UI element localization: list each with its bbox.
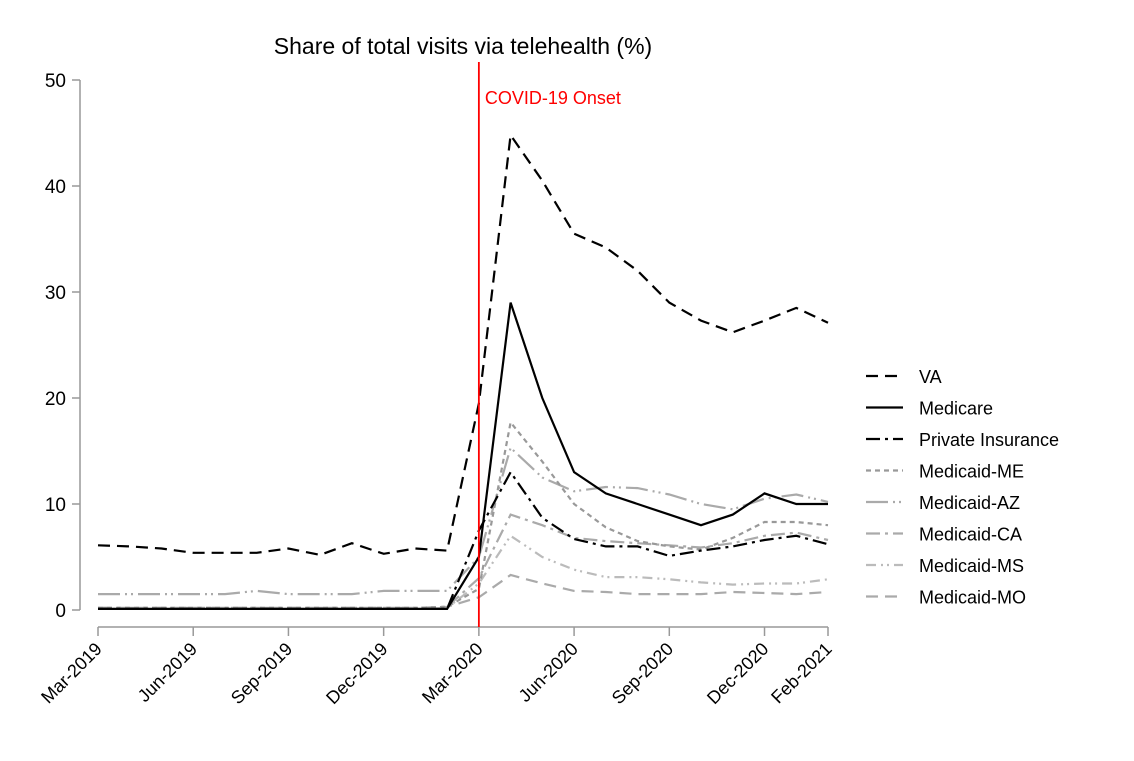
covid-onset-label: COVID-19 Onset	[485, 88, 621, 108]
legend-label: Medicaid-ME	[919, 462, 1024, 482]
legend-label: Medicaid-CA	[919, 525, 1022, 545]
x-tick-label: Dec-2020	[703, 639, 772, 708]
legend-label: Private Insurance	[919, 430, 1059, 450]
legend-label: VA	[919, 367, 942, 387]
x-tick-label: Mar-2020	[418, 639, 487, 708]
x-tick-label: Jun-2020	[515, 639, 582, 706]
x-tick-label: Dec-2019	[322, 639, 391, 708]
legend-label: Medicaid-AZ	[919, 493, 1020, 513]
series-line-private-insurance	[98, 470, 829, 610]
y-tick-label: 30	[45, 283, 66, 304]
legend-label: Medicaid-MS	[919, 556, 1024, 576]
legend-label: Medicaid-MO	[919, 588, 1026, 608]
legend: VA Medicare Private Insurance Medicaid-ME Me…	[866, 367, 1059, 608]
y-tick-label: 50	[45, 71, 66, 92]
x-tick-label: Mar-2019	[37, 639, 106, 708]
x-tick-label: Feb-2021	[767, 639, 836, 708]
y-tick-label: 40	[45, 177, 66, 198]
legend-label: Medicare	[919, 399, 993, 419]
series-line-medicare	[98, 302, 828, 610]
y-tick-label: 0	[55, 601, 66, 622]
y-tick-label: 10	[45, 495, 66, 516]
x-tick-label: Jun-2019	[134, 639, 201, 706]
series-line-va	[97, 132, 829, 557]
x-tick-label: Sep-2019	[227, 639, 296, 708]
y-tick-label: 20	[45, 389, 66, 410]
series-line-medicaid-me	[98, 419, 829, 609]
x-tick-label: Sep-2020	[608, 639, 677, 708]
series-line-medicaid-az	[98, 445, 829, 596]
chart-title: Share of total visits via telehealth (%)	[274, 33, 652, 59]
